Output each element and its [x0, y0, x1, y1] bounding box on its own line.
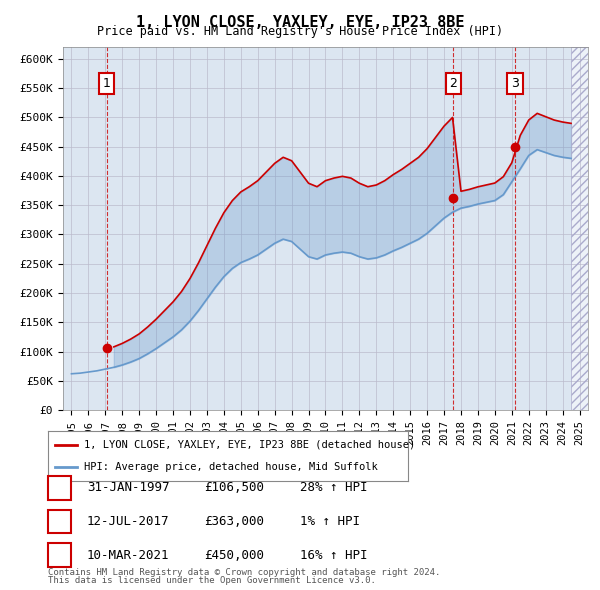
Text: 1: 1: [56, 481, 63, 494]
Text: 2: 2: [56, 515, 63, 528]
Text: HPI: Average price, detached house, Mid Suffolk: HPI: Average price, detached house, Mid …: [84, 462, 378, 472]
Text: £363,000: £363,000: [204, 515, 264, 528]
Text: Price paid vs. HM Land Registry's House Price Index (HPI): Price paid vs. HM Land Registry's House …: [97, 25, 503, 38]
Text: 3: 3: [56, 549, 63, 562]
Text: 16% ↑ HPI: 16% ↑ HPI: [300, 549, 367, 562]
Text: 1: 1: [103, 77, 110, 90]
Text: 3: 3: [511, 77, 519, 90]
Text: 1, LYON CLOSE, YAXLEY, EYE, IP23 8BE: 1, LYON CLOSE, YAXLEY, EYE, IP23 8BE: [136, 15, 464, 30]
Text: 31-JAN-1997: 31-JAN-1997: [87, 481, 170, 494]
Text: 1, LYON CLOSE, YAXLEY, EYE, IP23 8BE (detached house): 1, LYON CLOSE, YAXLEY, EYE, IP23 8BE (de…: [84, 440, 415, 450]
Text: 2: 2: [449, 77, 457, 90]
Text: This data is licensed under the Open Government Licence v3.0.: This data is licensed under the Open Gov…: [48, 576, 376, 585]
Text: £450,000: £450,000: [204, 549, 264, 562]
Text: £106,500: £106,500: [204, 481, 264, 494]
Text: 12-JUL-2017: 12-JUL-2017: [87, 515, 170, 528]
Text: 10-MAR-2021: 10-MAR-2021: [87, 549, 170, 562]
Text: Contains HM Land Registry data © Crown copyright and database right 2024.: Contains HM Land Registry data © Crown c…: [48, 568, 440, 577]
Text: 28% ↑ HPI: 28% ↑ HPI: [300, 481, 367, 494]
Text: 1% ↑ HPI: 1% ↑ HPI: [300, 515, 360, 528]
